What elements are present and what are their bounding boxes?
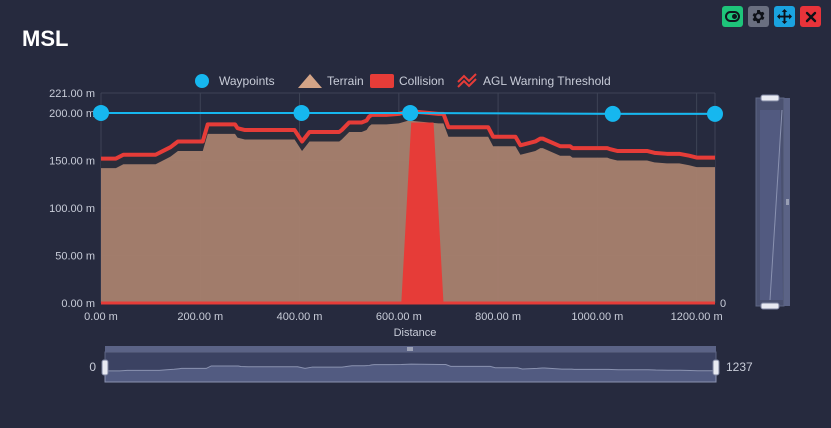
- chart-title: MSL: [22, 26, 69, 51]
- right-axis-label: 0: [720, 298, 726, 310]
- x-slider-start-label: 0: [89, 360, 96, 374]
- legend-label: Waypoints: [219, 74, 275, 88]
- y-slider-bottom-handle[interactable]: [760, 302, 780, 310]
- x-tick-label: 800.00 m: [475, 311, 521, 323]
- legend-label: AGL Warning Threshold: [483, 74, 611, 88]
- close-icon: [805, 11, 816, 22]
- x-axis-label: Distance: [394, 327, 437, 339]
- y-slider-profile: [769, 109, 783, 301]
- waypoint-marker[interactable]: [707, 105, 723, 122]
- y-tick-label: 200.00 m: [49, 108, 95, 120]
- x-tick-label: 200.00 m: [177, 311, 223, 323]
- x-tick-label: 1200.00 m: [671, 311, 723, 323]
- x-slider-left-handle[interactable]: [101, 359, 109, 376]
- x-tick-label: 0.00 m: [84, 311, 118, 323]
- y-tick-label: 0.00 m: [61, 298, 95, 310]
- waypoint-marker[interactable]: [604, 105, 621, 122]
- waypoint-marker[interactable]: [293, 104, 310, 121]
- legend: Waypoints Terrain Collision AGL Warning Thr…: [195, 73, 611, 88]
- legend-collision-icon: [370, 74, 394, 88]
- toggle-button[interactable]: [722, 6, 743, 27]
- y-slider-preview: [760, 110, 783, 300]
- legend-label: Collision: [399, 74, 444, 88]
- y-zoom-slider[interactable]: [755, 94, 790, 310]
- move-icon: [777, 9, 792, 24]
- legend-agl-icon-lower: [457, 78, 477, 88]
- toolbar: [722, 6, 821, 27]
- y-tick-label: 221.00 m: [49, 88, 95, 100]
- move-button[interactable]: [774, 6, 795, 27]
- x-slider-preview: [104, 363, 717, 383]
- legend-terrain-icon: [298, 74, 322, 88]
- x-slider-end-label: 1237: [726, 360, 753, 374]
- x-zoom-slider[interactable]: [101, 346, 720, 383]
- waypoint-marker[interactable]: [402, 104, 419, 121]
- x-tick-label: 400.00 m: [277, 311, 323, 323]
- gear-icon: [752, 9, 765, 24]
- x-tick-label: 1000.00 m: [571, 311, 623, 323]
- y-tick-label: 100.00 m: [49, 203, 95, 215]
- waypoint-marker[interactable]: [93, 104, 109, 121]
- y-slider-top-handle[interactable]: [760, 94, 780, 102]
- terrain-clearance-band: [101, 111, 715, 169]
- close-button[interactable]: [800, 6, 821, 27]
- collision-area: [101, 122, 715, 303]
- y-tick-label: 150.00 m: [49, 155, 95, 167]
- toggle-icon: [725, 11, 740, 22]
- legend-waypoint-icon: [195, 74, 209, 88]
- y-slider-grip-icon: [786, 199, 789, 205]
- legend-agl-icon: [457, 73, 477, 83]
- x-slider-bar[interactable]: [105, 346, 716, 352]
- settings-button[interactable]: [748, 6, 769, 27]
- legend-label: Terrain: [327, 74, 364, 88]
- x-tick-label: 600.00 m: [376, 311, 422, 323]
- x-slider-right-handle[interactable]: [712, 359, 720, 376]
- y-tick-label: 50.00 m: [55, 250, 95, 262]
- x-slider-grip-icon: [407, 347, 413, 351]
